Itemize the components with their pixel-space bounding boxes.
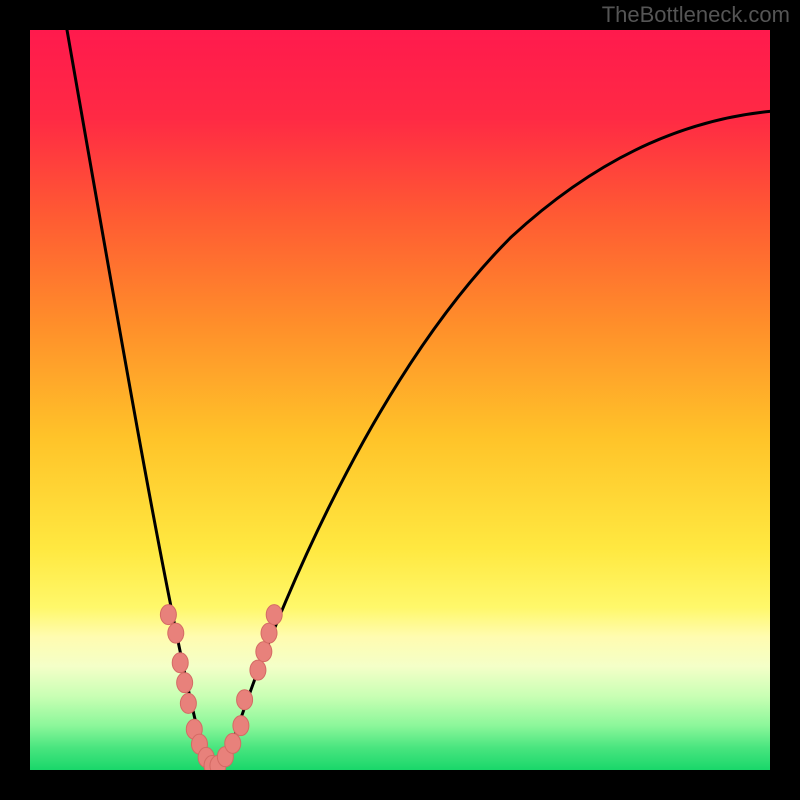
chart-svg	[0, 0, 800, 800]
chart-stage: TheBottleneck.com	[0, 0, 800, 800]
curve-marker	[261, 623, 277, 643]
curve-marker	[250, 660, 266, 680]
curve-marker	[168, 623, 184, 643]
curve-marker	[180, 693, 196, 713]
curve-marker	[177, 673, 193, 693]
curve-marker	[160, 605, 176, 625]
curve-marker	[256, 642, 272, 662]
curve-marker	[266, 605, 282, 625]
curve-marker	[233, 716, 249, 736]
curve-marker	[225, 733, 241, 753]
curve-marker	[237, 690, 253, 710]
watermark-text: TheBottleneck.com	[602, 2, 790, 28]
curve-marker	[172, 653, 188, 673]
